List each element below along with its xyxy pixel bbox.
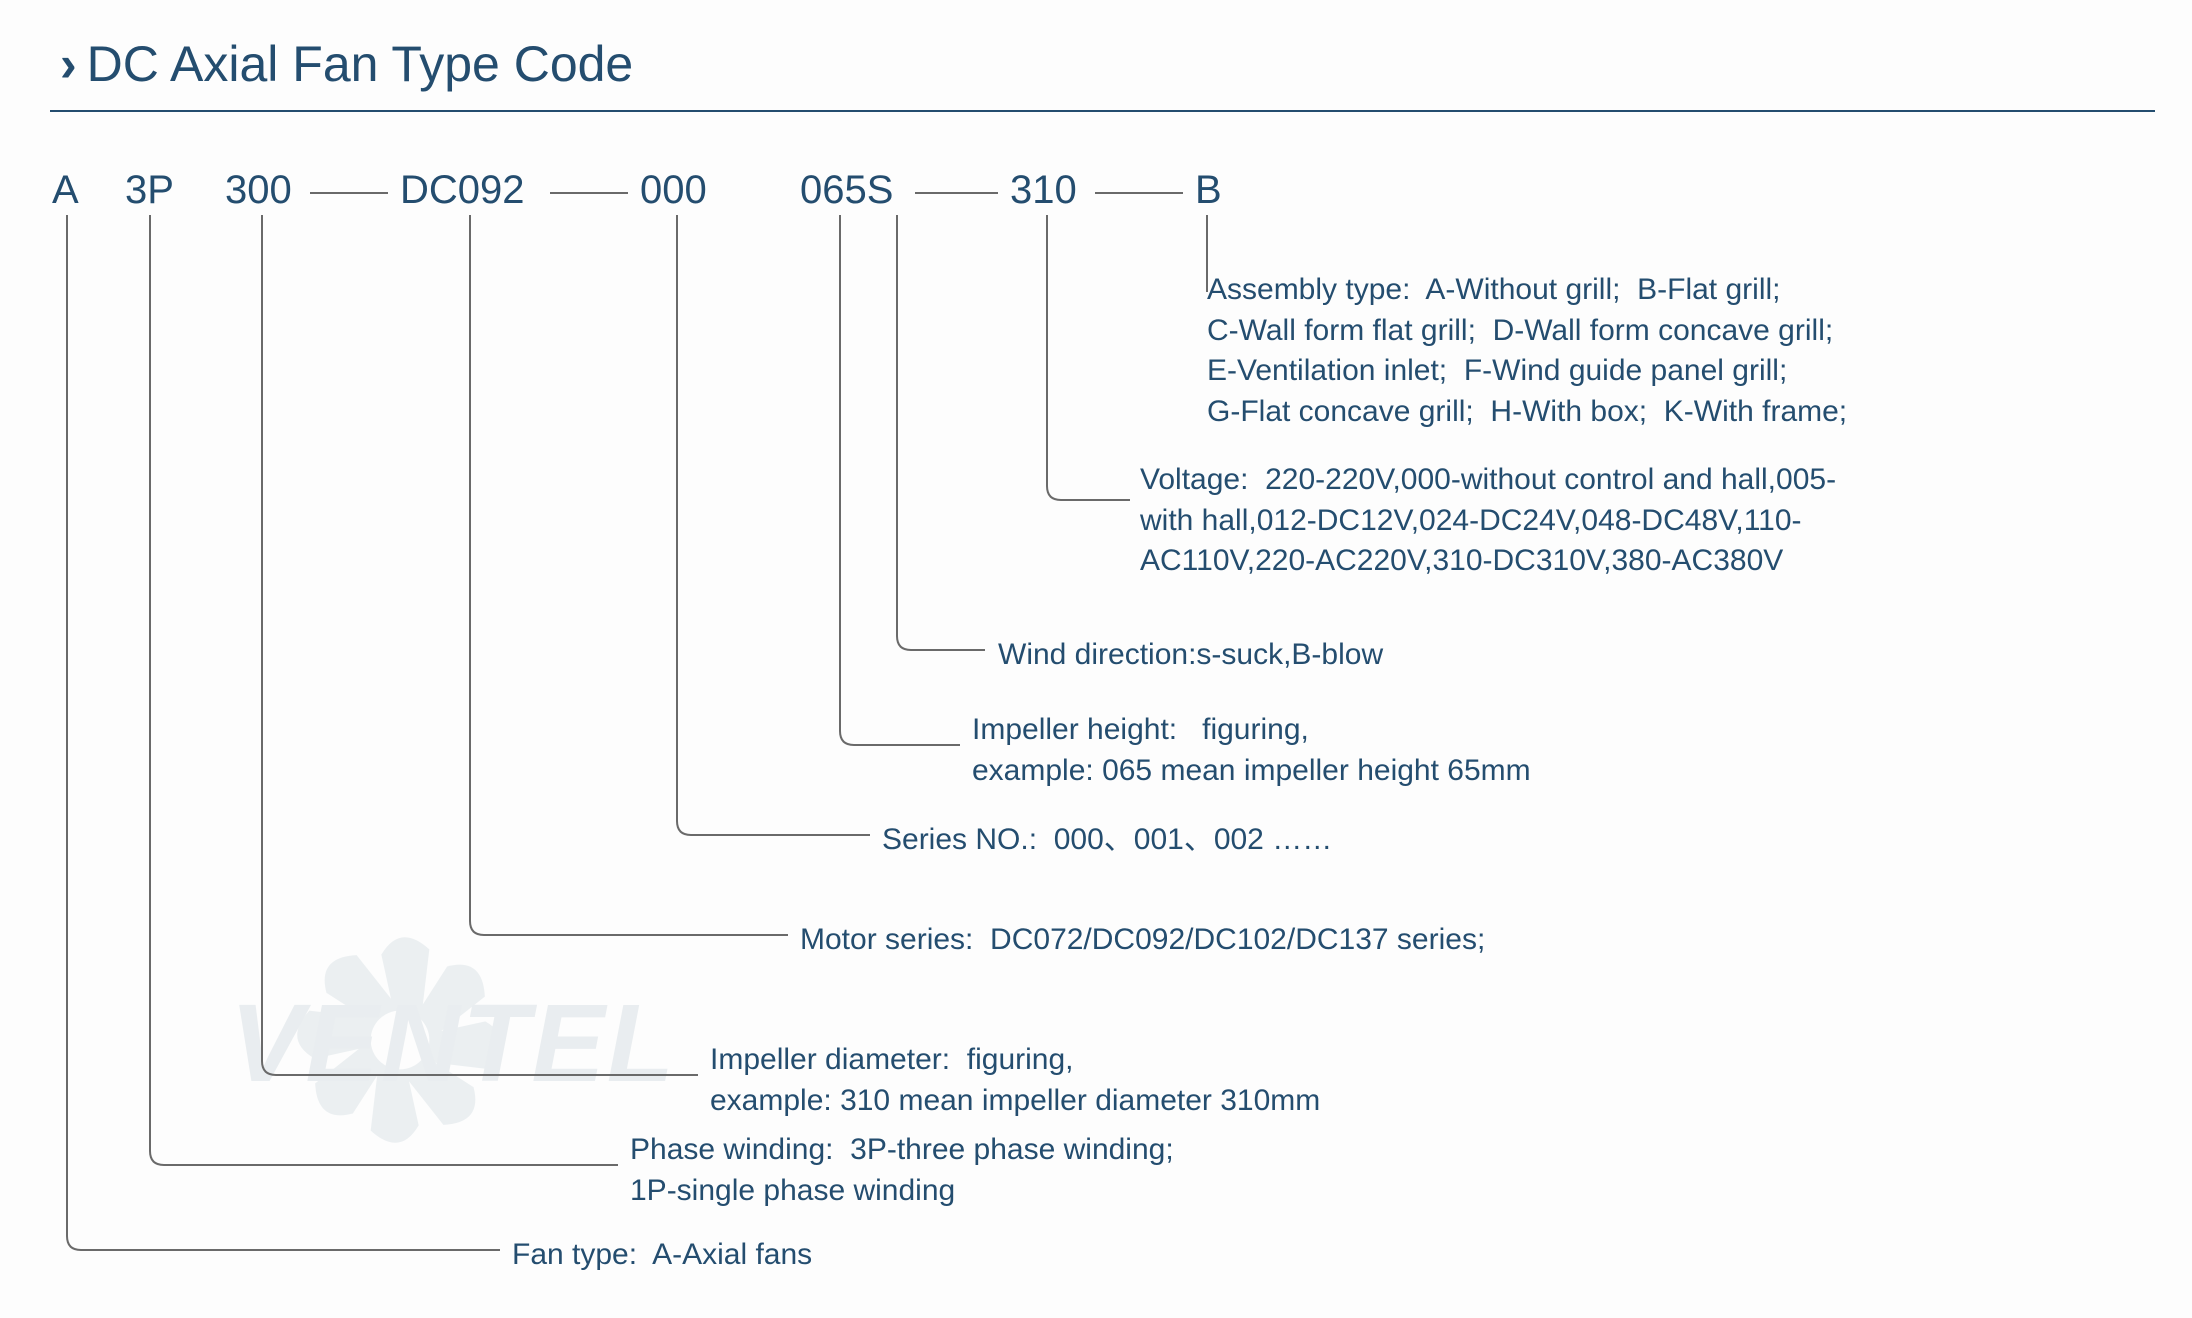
description-assembly: Assembly type: A-Without grill; B-Flat g… xyxy=(1207,270,1847,432)
watermark-text: VENTEL xyxy=(230,980,676,1107)
code-dash xyxy=(1095,192,1183,194)
watermark: VENTEL xyxy=(100,880,700,1200)
leader-line-series xyxy=(677,215,870,835)
code-segment-065S: 065S xyxy=(800,168,893,213)
leader-line-motor xyxy=(470,215,788,935)
code-segment-310: 310 xyxy=(1010,168,1077,213)
description-fan_type: Fan type: A-Axial fans xyxy=(512,1235,812,1276)
title-underline xyxy=(50,110,2155,112)
leader-line-fan_type xyxy=(67,215,500,1250)
code-segment-300: 300 xyxy=(225,168,292,213)
code-segment-3P: 3P xyxy=(125,168,174,213)
description-series: Series NO.: 000、001、002 …… xyxy=(882,820,1332,861)
leader-line-phase xyxy=(150,215,618,1165)
code-dash xyxy=(915,192,998,194)
code-dash xyxy=(310,192,388,194)
code-dash xyxy=(550,192,628,194)
page-title: › DC Axial Fan Type Code xyxy=(60,35,633,93)
leader-line-impeller_d xyxy=(262,215,698,1075)
leader-line-voltage xyxy=(1047,215,1130,500)
description-motor: Motor series: DC072/DC092/DC102/DC137 se… xyxy=(800,920,1485,961)
code-segment-DC092: DC092 xyxy=(400,168,525,213)
description-voltage: Voltage: 220-220V,000-without control an… xyxy=(1140,460,1836,582)
code-segment-B: B xyxy=(1195,168,1222,213)
code-segment-000: 000 xyxy=(640,168,707,213)
code-segment-A: A xyxy=(52,168,79,213)
description-impeller_d: Impeller diameter: figuring, example: 31… xyxy=(710,1040,1320,1121)
description-wind: Wind direction:s-suck,B-blow xyxy=(998,635,1383,676)
leader-line-impeller_h xyxy=(840,215,960,745)
title-text: DC Axial Fan Type Code xyxy=(87,35,634,93)
leader-line-wind xyxy=(897,215,985,650)
chevron-icon: › xyxy=(60,35,77,93)
description-impeller_h: Impeller height: figuring, example: 065 … xyxy=(972,710,1531,791)
description-phase: Phase winding: 3P-three phase winding; 1… xyxy=(630,1130,1174,1211)
